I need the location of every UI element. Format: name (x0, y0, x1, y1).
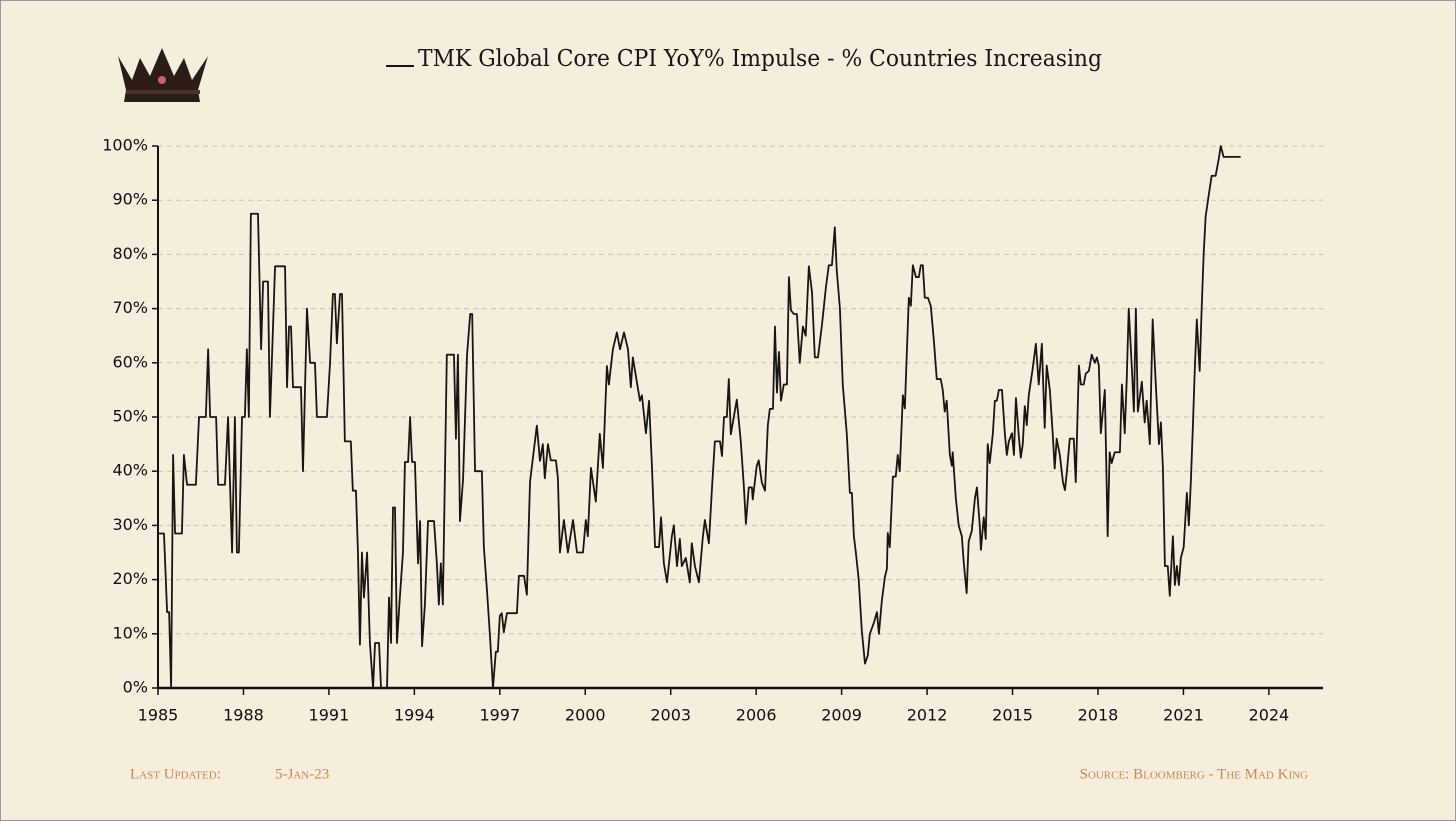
x-tick-label: 2012 (907, 706, 948, 725)
x-tick-label: 1991 (309, 706, 350, 725)
footer-source: Source: Bloomberg - The Mad King (1080, 766, 1308, 782)
y-tick-label: 0% (123, 678, 148, 697)
y-tick-label: 10% (112, 623, 148, 642)
x-tick-label: 1985 (138, 706, 179, 725)
x-tick-label: 2015 (992, 706, 1033, 725)
y-tick-label: 90% (112, 190, 148, 209)
legend: TMK Global Core CPI YoY% Impulse - % Cou… (386, 46, 1102, 72)
x-tick-label: 2003 (650, 706, 691, 725)
x-tick-label: 2006 (736, 706, 777, 725)
y-tick-label: 20% (112, 569, 148, 588)
crown-logo (118, 48, 208, 102)
y-tick-label: 50% (112, 407, 148, 426)
footer-date: 5-Jan-23 (275, 766, 329, 782)
footer-label: Last Updated: (130, 766, 221, 782)
series-line (158, 145, 1241, 689)
y-tick-label: 30% (112, 515, 148, 534)
x-tick-label: 2000 (565, 706, 606, 725)
y-tick-label: 70% (112, 298, 148, 317)
y-tick-label: 100% (102, 136, 148, 155)
x-tick-label: 2009 (821, 706, 862, 725)
y-tick-label: 40% (112, 461, 148, 480)
x-tick-label: 2021 (1163, 706, 1204, 725)
x-tick-label: 1988 (223, 706, 264, 725)
x-tick-label: 2018 (1078, 706, 1119, 725)
x-tick-label: 1997 (479, 706, 520, 725)
y-tick-label: 80% (112, 244, 148, 263)
y-tick-label: 60% (112, 352, 148, 371)
x-tick-label: 1994 (394, 706, 435, 725)
legend-label: TMK Global Core CPI YoY% Impulse - % Cou… (418, 46, 1102, 72)
x-tick-label: 2024 (1249, 706, 1290, 725)
